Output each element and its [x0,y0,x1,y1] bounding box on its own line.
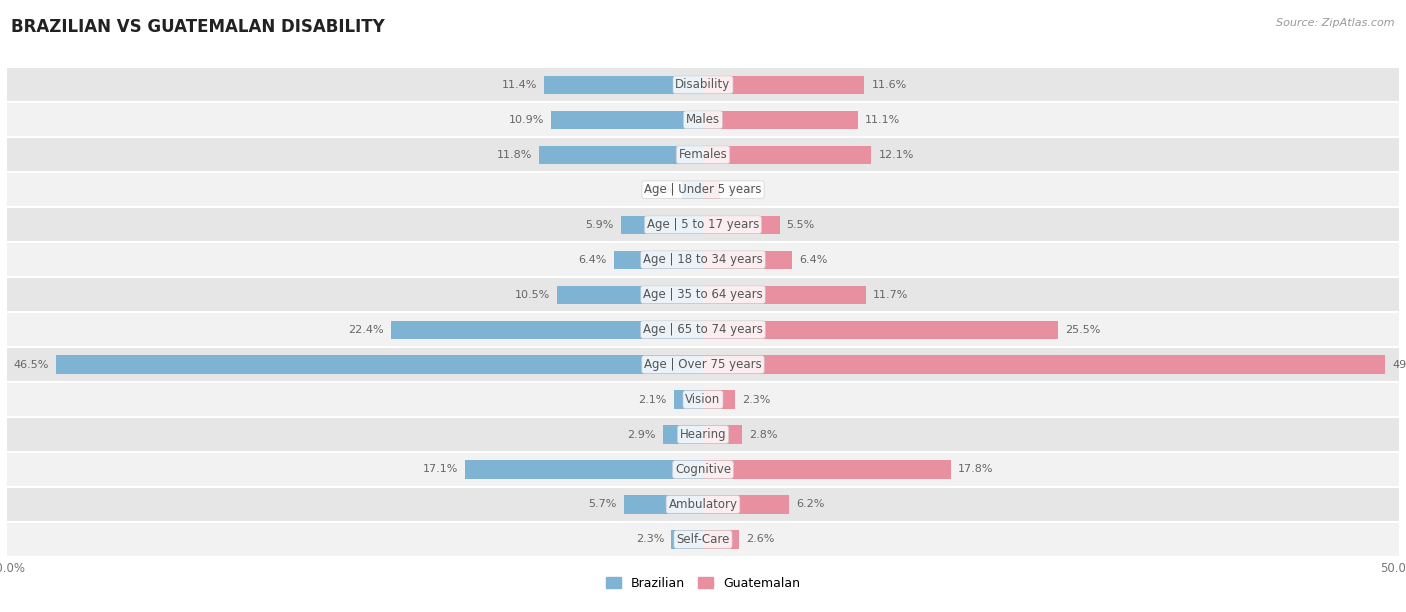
Bar [703,181,720,199]
Text: Self-Care: Self-Care [676,533,730,546]
Bar [703,390,735,409]
Text: Source: ZipAtlas.com: Source: ZipAtlas.com [1277,18,1395,28]
Text: 5.7%: 5.7% [588,499,617,509]
Bar [624,495,703,513]
Bar [7,382,1399,417]
Bar [703,460,950,479]
Bar [682,181,703,199]
Text: 2.9%: 2.9% [627,430,655,439]
Bar [614,250,703,269]
Text: 2.6%: 2.6% [747,534,775,545]
Text: 10.9%: 10.9% [509,115,544,125]
Text: Vision: Vision [685,393,721,406]
Text: 17.8%: 17.8% [957,465,993,474]
Bar [56,356,703,374]
Bar [7,452,1399,487]
Text: 25.5%: 25.5% [1064,324,1101,335]
Text: 6.4%: 6.4% [579,255,607,264]
Text: Ambulatory: Ambulatory [668,498,738,511]
Bar [538,146,703,164]
Bar [703,495,789,513]
Bar [703,286,866,304]
Bar [7,417,1399,452]
Text: 46.5%: 46.5% [14,360,49,370]
Bar [7,347,1399,382]
Bar [7,522,1399,557]
Bar [703,111,858,129]
Bar [703,425,742,444]
Text: 1.5%: 1.5% [647,185,675,195]
Bar [7,242,1399,277]
Text: 2.3%: 2.3% [742,395,770,405]
Text: 2.3%: 2.3% [636,534,664,545]
Bar [703,215,779,234]
Text: 11.6%: 11.6% [872,80,907,90]
Text: Age | 5 to 17 years: Age | 5 to 17 years [647,218,759,231]
Bar [703,76,865,94]
Bar [621,215,703,234]
Bar [7,312,1399,347]
Text: Age | Under 5 years: Age | Under 5 years [644,183,762,196]
Text: 5.5%: 5.5% [786,220,814,230]
Bar [7,67,1399,102]
Text: 5.9%: 5.9% [585,220,614,230]
Text: Age | Over 75 years: Age | Over 75 years [644,358,762,371]
Bar [703,321,1057,338]
Bar [551,111,703,129]
Bar [703,531,740,548]
Text: Males: Males [686,113,720,126]
Text: Females: Females [679,148,727,161]
Bar [7,277,1399,312]
Text: Age | 18 to 34 years: Age | 18 to 34 years [643,253,763,266]
Bar [391,321,703,338]
Bar [673,390,703,409]
Text: Disability: Disability [675,78,731,91]
Bar [703,146,872,164]
Bar [662,425,703,444]
Bar [544,76,703,94]
Text: Cognitive: Cognitive [675,463,731,476]
Text: 1.2%: 1.2% [727,185,755,195]
Text: 11.8%: 11.8% [496,150,531,160]
Text: 6.2%: 6.2% [796,499,825,509]
Bar [465,460,703,479]
Text: 10.5%: 10.5% [515,289,550,300]
Text: 11.4%: 11.4% [502,80,537,90]
Text: Hearing: Hearing [679,428,727,441]
Text: 12.1%: 12.1% [879,150,914,160]
Bar [557,286,703,304]
Bar [7,137,1399,172]
Text: Age | 35 to 64 years: Age | 35 to 64 years [643,288,763,301]
Bar [7,207,1399,242]
Bar [7,487,1399,522]
Text: 22.4%: 22.4% [349,324,384,335]
Text: Age | 65 to 74 years: Age | 65 to 74 years [643,323,763,336]
Bar [7,102,1399,137]
Legend: Brazilian, Guatemalan: Brazilian, Guatemalan [602,572,804,595]
Text: 6.4%: 6.4% [799,255,827,264]
Text: 11.1%: 11.1% [865,115,900,125]
Text: 11.7%: 11.7% [873,289,908,300]
Text: 2.1%: 2.1% [638,395,666,405]
Bar [703,250,792,269]
Text: 17.1%: 17.1% [423,465,458,474]
Text: 49.0%: 49.0% [1392,360,1406,370]
Bar [671,531,703,548]
Text: BRAZILIAN VS GUATEMALAN DISABILITY: BRAZILIAN VS GUATEMALAN DISABILITY [11,18,385,36]
Text: 2.8%: 2.8% [749,430,778,439]
Bar [7,172,1399,207]
Bar [703,356,1385,374]
